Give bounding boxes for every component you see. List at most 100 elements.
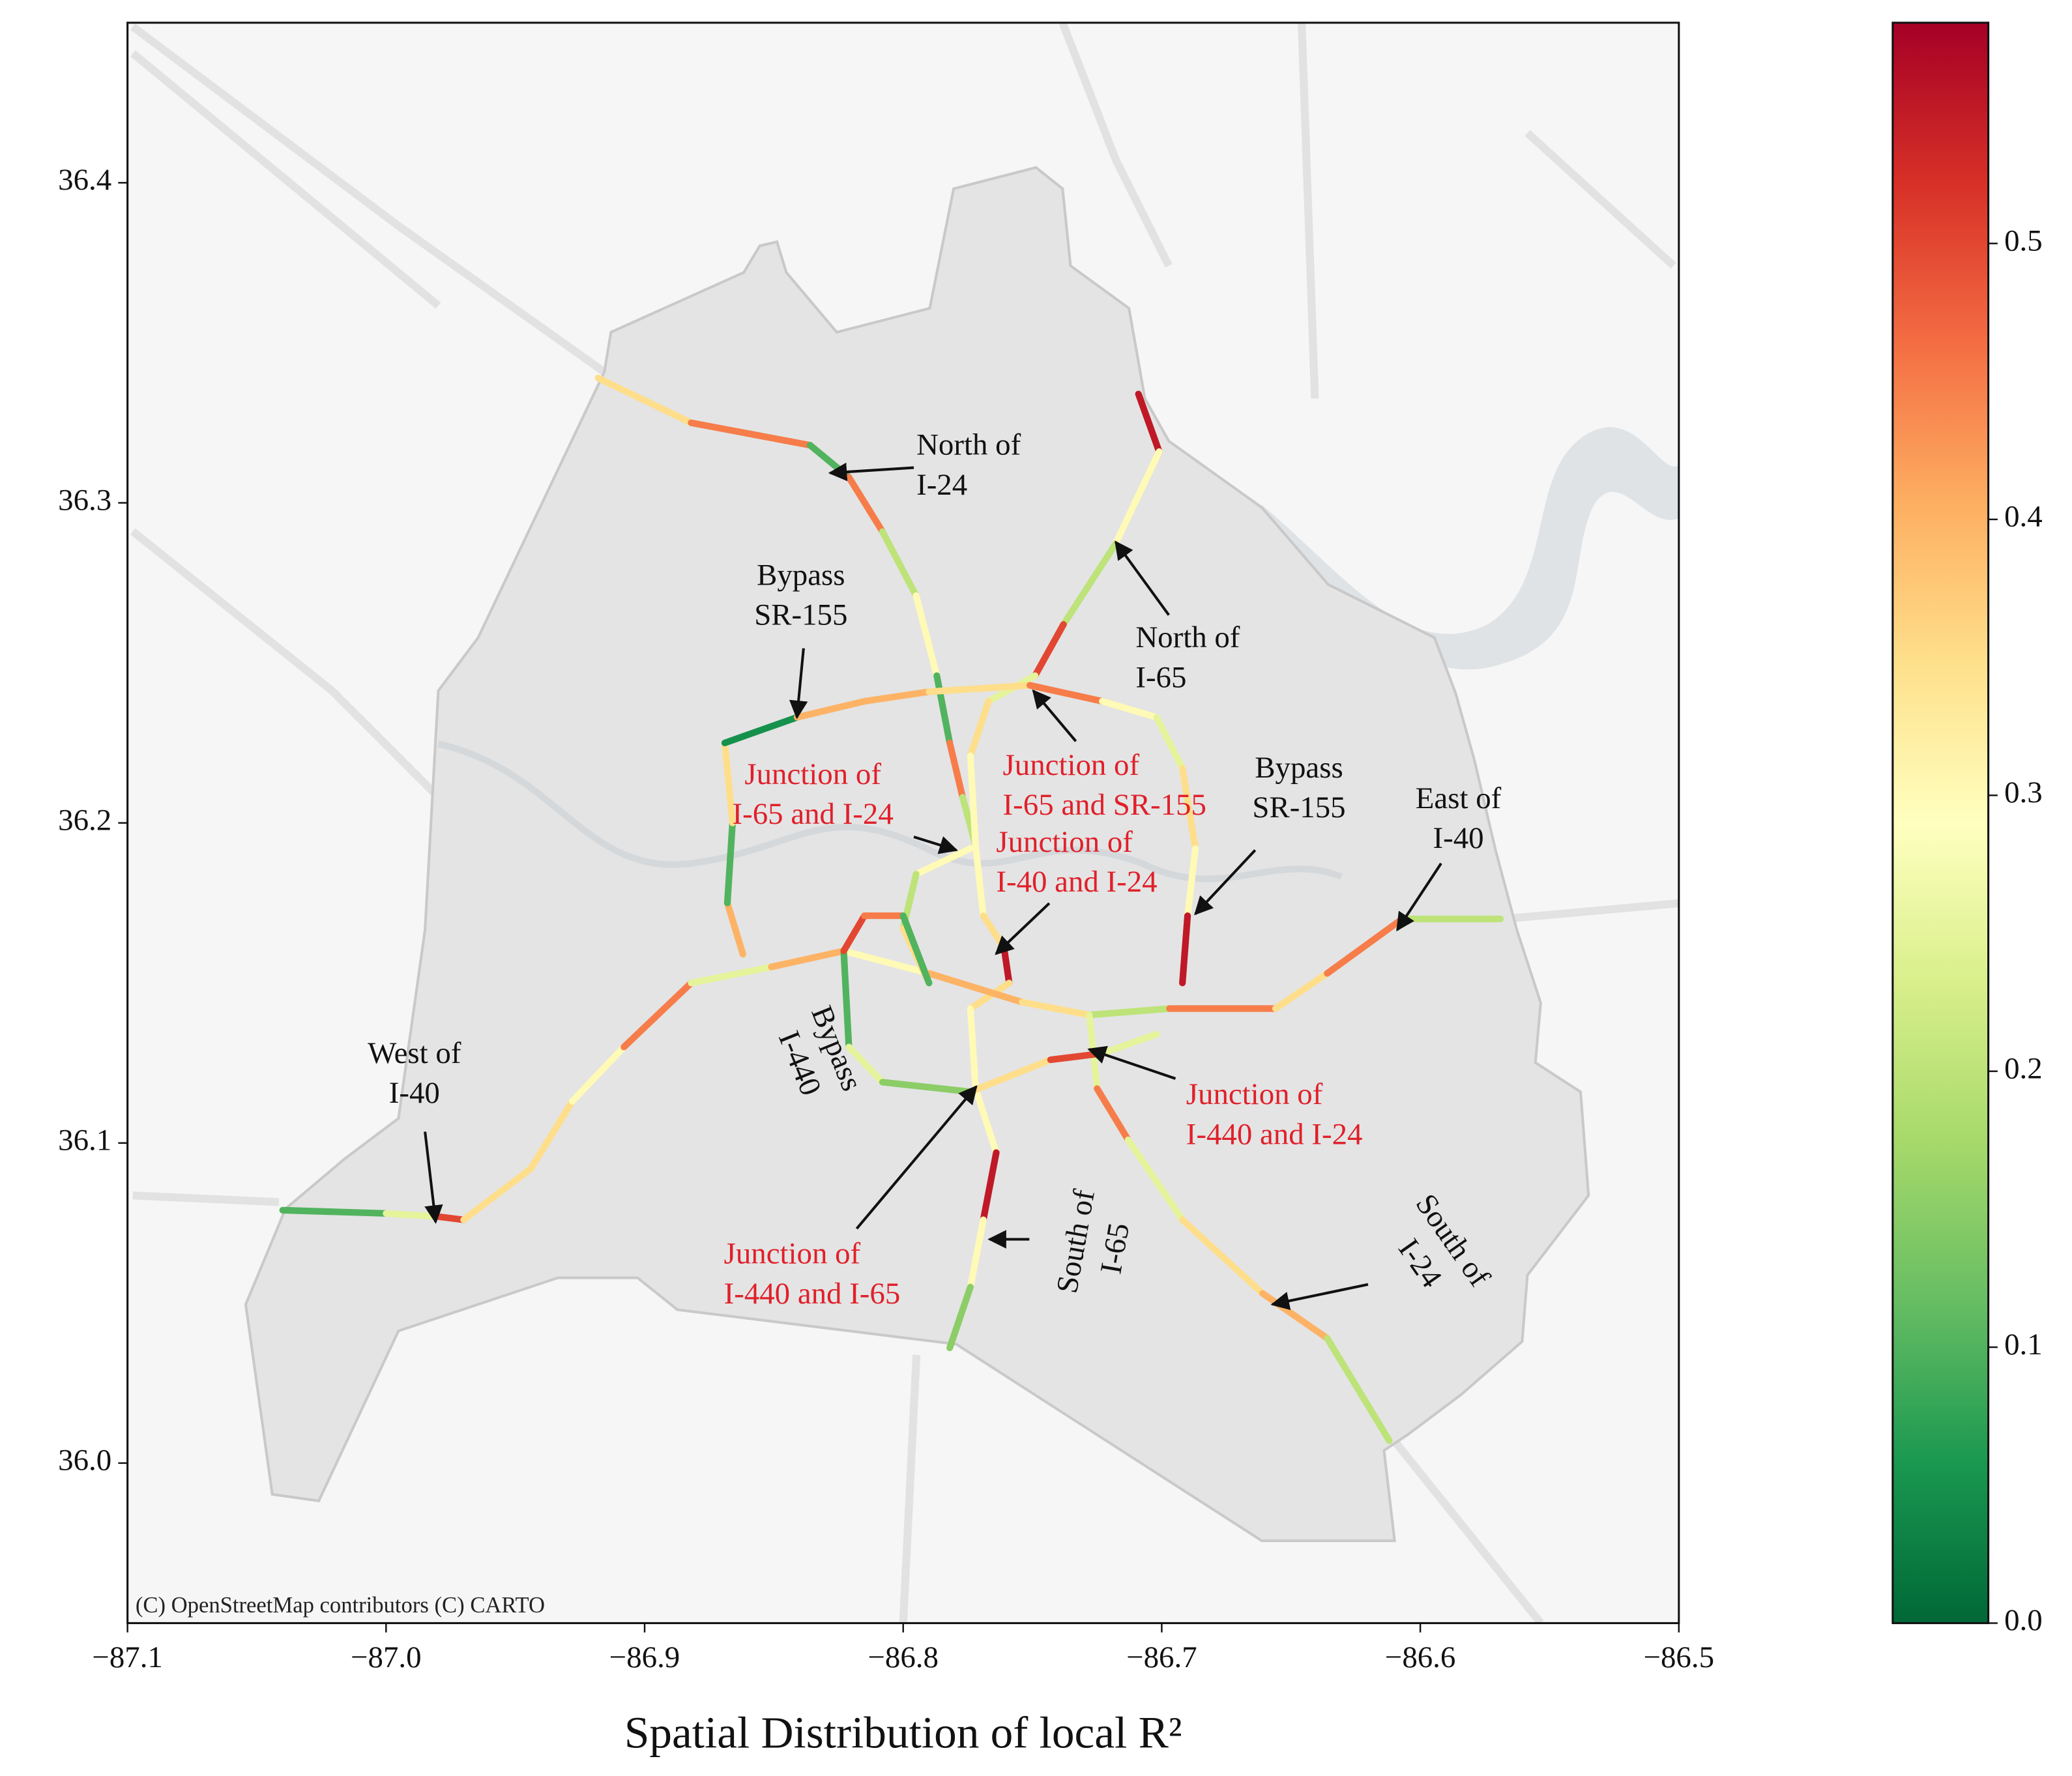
road-segment [967, 980, 1013, 1012]
road-segment [688, 963, 775, 987]
annotation-arrow [1396, 862, 1442, 932]
road-segment [912, 845, 974, 878]
basemap-roads [130, 22, 1679, 1623]
annotation-line: I-24 [916, 468, 967, 502]
road-segment [1124, 1136, 1186, 1223]
annotation-arrow [789, 648, 808, 720]
colorbar-tick-label: 0.1 [2004, 1328, 2043, 1361]
road-segment [793, 697, 868, 721]
annotation: North of I-65 [1135, 620, 1240, 694]
colorbar-tick-label: 0.2 [2004, 1051, 2043, 1085]
road-segment [840, 947, 933, 977]
annotation: North of I-24 [916, 428, 1021, 502]
y-tick-label: 36.3 [58, 483, 111, 517]
road-segment [1153, 714, 1186, 772]
road-segment [1111, 448, 1163, 548]
colorbar-tick-label: 0.0 [2004, 1603, 2043, 1637]
annotation-line: Bypass [757, 558, 845, 592]
annotation-line: Bypass [1255, 751, 1343, 785]
road-segment [926, 682, 1034, 695]
road-segment [972, 1085, 1000, 1156]
road-segment [527, 1098, 576, 1172]
basemap: North of I-24 Bypass SR-155 North of I-65 Junc… [127, 22, 1679, 1623]
road-segment [1179, 1216, 1266, 1297]
road-segment [594, 374, 695, 426]
roads [279, 374, 1504, 1444]
road-segment [1184, 845, 1199, 920]
road-segment [972, 841, 987, 920]
annotation-arrow [1032, 689, 1077, 742]
annotation: Bypass SR-155 [1252, 751, 1345, 824]
y-tick-label: 36.2 [58, 803, 111, 837]
road-segment [933, 672, 954, 746]
road-segment [1135, 390, 1163, 456]
colorbar-tick-label: 0.3 [2004, 776, 2043, 809]
road-segment [688, 419, 814, 449]
road-segment [1272, 970, 1331, 1012]
annotation-line: West of [368, 1036, 461, 1070]
annotation-line: Junction of [996, 825, 1133, 859]
annotation: Junction of I-440 and I-24 [1186, 1077, 1363, 1151]
annotation-arrow [1087, 1045, 1176, 1080]
road-segment [980, 1149, 1000, 1223]
road-segment [967, 1056, 1054, 1096]
annotation-line: Junction of [744, 757, 881, 791]
road-segment [1324, 1335, 1393, 1444]
road-segment [721, 739, 736, 826]
colorbar-tick-label: 0.4 [2004, 500, 2043, 534]
x-tick-label: −86.5 [1644, 1640, 1714, 1674]
annotation-line: East of [1416, 781, 1502, 815]
annotation-line: SR-155 [1252, 791, 1345, 824]
attribution: (C) OpenStreetMap contributors (C) CARTO [136, 1593, 545, 1618]
annotation-arrow [855, 1085, 978, 1230]
annotation-line: Junction of [1003, 748, 1140, 782]
x-tick-label: −86.7 [1126, 1640, 1197, 1674]
road-segment [1027, 682, 1106, 705]
road-segment [1179, 765, 1199, 852]
road-segment [967, 752, 979, 849]
road-segment [946, 1283, 974, 1352]
road-segment [723, 819, 736, 907]
road-segment [967, 1216, 987, 1290]
road-segment [912, 592, 941, 679]
road-segment [1086, 1005, 1173, 1019]
annotation: Junction of I-65 and SR-155 [1003, 748, 1206, 822]
road-segment [1099, 1030, 1160, 1057]
road-segment [967, 697, 992, 759]
x-tick-label: −87.1 [92, 1640, 162, 1674]
annotation-arrow [1270, 1283, 1369, 1311]
annotation-line: I-440 and I-24 [1186, 1117, 1363, 1151]
road-segment [840, 947, 853, 1051]
road-segment [1324, 915, 1406, 977]
road-segment [946, 739, 967, 801]
road-segment [879, 528, 920, 600]
road-segment [768, 947, 847, 970]
annotation: West of I-40 [368, 1036, 461, 1110]
annotation: Junction of I-65 and I-24 [733, 757, 894, 831]
county-boundary [244, 166, 1590, 1543]
annotation-arrow [913, 836, 958, 854]
annotation-line: I-65 [1135, 660, 1186, 694]
road-segment [1094, 1085, 1131, 1143]
x-axis-label: Spatial Distribution of local R² [624, 1708, 1182, 1758]
road-segment [899, 912, 933, 987]
annotation-line: I-40 [389, 1076, 440, 1110]
road-segment [840, 912, 868, 955]
x-tick-label: −86.6 [1385, 1640, 1455, 1674]
road-segment [1019, 998, 1093, 1019]
annotation: Junction of I-40 and I-24 [996, 825, 1157, 899]
road-segment [1031, 621, 1067, 679]
annotation-line: Junction of [724, 1237, 861, 1271]
x-tick-label: −86.8 [868, 1640, 938, 1674]
road-segment [620, 980, 695, 1051]
x-tick-label: −87.0 [351, 1640, 421, 1674]
x-tick-label: −86.9 [609, 1640, 680, 1674]
axes: −87.1 −87.0 −86.9 −86.8 −86.7 −86.6 −86.5 36.0 3… [58, 163, 2042, 1674]
road-segment [568, 1043, 628, 1105]
annotation: Junction of I-440 and I-65 [724, 1237, 901, 1311]
annotation-line: I-65 and I-24 [733, 797, 894, 831]
colorbar [1891, 22, 1990, 1624]
y-tick-label: 36.4 [58, 163, 111, 197]
annotation: Bypass SR-155 [754, 558, 847, 632]
